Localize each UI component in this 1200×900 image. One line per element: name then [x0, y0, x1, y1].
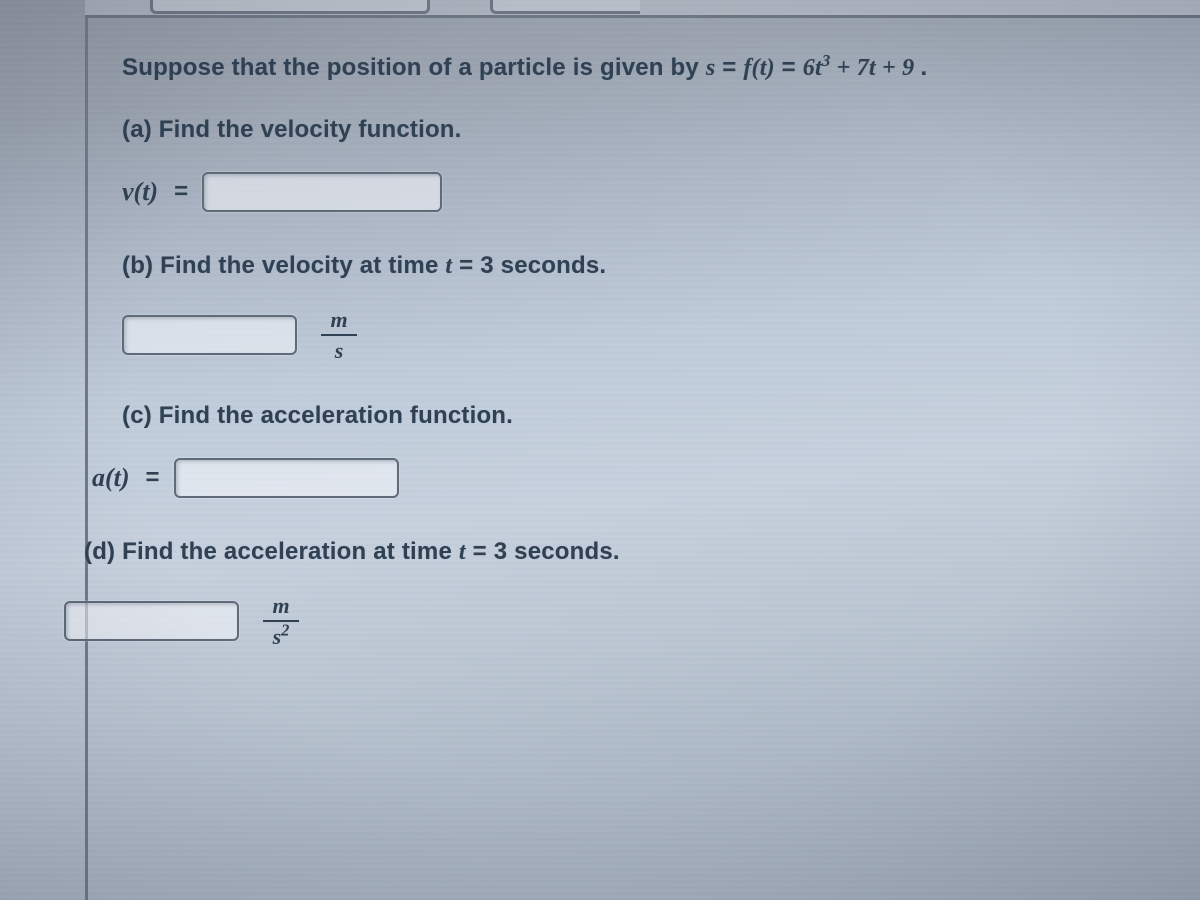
unit-m-per-s2: m s2	[263, 594, 299, 648]
unit-numerator: m	[272, 594, 289, 617]
part-b-suffix: seconds.	[501, 252, 607, 279]
unit-m-per-s: m s	[321, 308, 357, 362]
acceleration-value-input[interactable]	[64, 601, 239, 641]
unit-denominator: s	[335, 339, 344, 362]
question-panel: Suppose that the position of a particle …	[85, 18, 1200, 900]
part-a-label: (a) Find the velocity function.	[122, 116, 1172, 144]
panel-tab-segment	[490, 0, 640, 14]
panel-top-border	[85, 0, 1200, 18]
equals-sign: =	[473, 538, 494, 565]
velocity-value-input[interactable]	[122, 315, 297, 355]
part-b-prefix: (b) Find the velocity at time	[122, 252, 445, 279]
unit-numerator: m	[330, 308, 347, 331]
t-value: 3	[480, 252, 494, 279]
period: .	[920, 54, 927, 81]
var-t: t	[445, 253, 452, 279]
acceleration-function-input[interactable]	[174, 458, 399, 498]
position-expression: 6t3 + 7t + 9	[803, 55, 921, 81]
part-c-label: (c) Find the acceleration function.	[122, 402, 1172, 430]
unit-den-base: s	[273, 624, 282, 649]
intro-text: Suppose that the position of a particle …	[122, 54, 706, 81]
unit-den-exp: 2	[281, 621, 289, 640]
part-c-answer-row: a(t) =	[92, 458, 1172, 498]
equals-sign: =	[459, 252, 480, 279]
equals-sign: =	[722, 54, 743, 81]
equals-sign: =	[174, 178, 188, 206]
exp-3: 3	[822, 51, 831, 70]
part-a-answer-row: v(t) =	[122, 172, 1172, 212]
unit-denominator: s2	[273, 625, 290, 648]
part-d-answer-row: m s2	[64, 594, 1172, 648]
position-fn: f(t)	[743, 55, 774, 81]
acceleration-lhs: a(t)	[92, 463, 130, 493]
part-d-suffix: seconds.	[514, 538, 620, 565]
velocity-function-input[interactable]	[202, 172, 442, 212]
const-c: 9	[902, 55, 914, 81]
part-d-label: (d) Find the acceleration at time t = 3 …	[84, 538, 1172, 566]
panel-tab-segment	[150, 0, 430, 14]
velocity-lhs: v(t)	[122, 177, 158, 207]
coeff-a: 6	[803, 55, 815, 81]
fraction-bar	[321, 334, 357, 336]
part-b-answer-row: m s	[122, 308, 1172, 362]
plus: +	[882, 55, 902, 81]
equals-sign: =	[146, 464, 160, 492]
var-t: t	[869, 55, 876, 81]
t-value: 3	[494, 538, 508, 565]
part-b-label: (b) Find the velocity at time t = 3 seco…	[122, 252, 1172, 280]
position-lhs: s	[706, 55, 716, 81]
var-t: t	[459, 539, 466, 565]
var-t: t	[815, 55, 822, 81]
equals-sign: =	[782, 54, 803, 81]
coeff-b: 7	[857, 55, 869, 81]
part-d-prefix: (d) Find the acceleration at time	[84, 538, 459, 565]
plus: +	[837, 55, 857, 81]
problem-statement: Suppose that the position of a particle …	[122, 54, 1172, 82]
